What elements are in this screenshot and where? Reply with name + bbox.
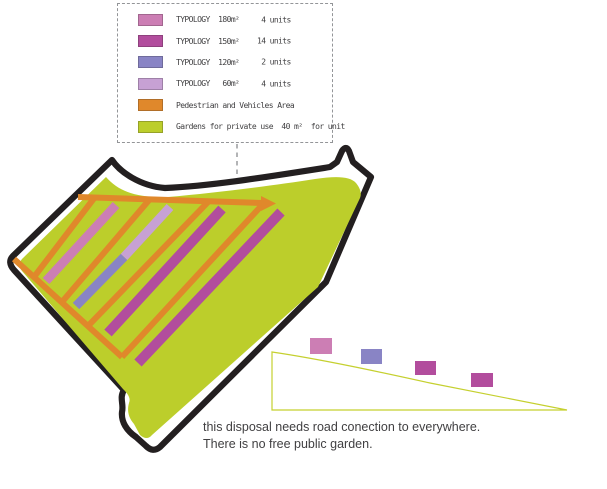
road-network bbox=[11, 194, 276, 360]
building-bars bbox=[42, 201, 285, 367]
legend-label: TYPOLOGY 180m² bbox=[176, 15, 240, 25]
annotation-line-1: this disposal needs road conection to ev… bbox=[203, 420, 481, 434]
section-building-1 bbox=[310, 338, 332, 354]
building-bar-typology-150-b bbox=[134, 208, 285, 367]
legend-label: Gardens for private use 40 m² for unit bbox=[176, 122, 345, 132]
building-bar-typology-60 bbox=[120, 203, 174, 261]
building-bar-typology-150-a bbox=[104, 205, 226, 337]
legend-swatch-typology-120 bbox=[138, 56, 163, 69]
road-branch-2 bbox=[59, 197, 153, 304]
legend-swatch-typology-60 bbox=[138, 77, 163, 90]
annotation-line-2: There is no free public garden. bbox=[203, 437, 373, 451]
legend-units: 4 units bbox=[257, 15, 291, 25]
building-bar-typology-180 bbox=[42, 201, 120, 285]
section-sketch bbox=[271, 338, 568, 411]
legend-row-typology-60: TYPOLOGY 60m² 4 units bbox=[118, 73, 332, 94]
legend-row-typology-120: TYPOLOGY 120m² 2 units bbox=[118, 52, 332, 73]
section-building-3 bbox=[415, 361, 436, 375]
road-branch-4 bbox=[119, 201, 266, 360]
building-bar-typology-120 bbox=[72, 253, 128, 310]
legend-swatch-typology-150 bbox=[138, 35, 163, 48]
legend-units: 2 units bbox=[257, 57, 291, 67]
legend-swatch-typology-180 bbox=[138, 13, 163, 26]
legend-row-pedestrian-area: Pedestrian and Vehicles Area bbox=[118, 95, 332, 116]
legend-row-typology-150: TYPOLOGY 150m² 14 units bbox=[118, 30, 332, 51]
road-branch-1 bbox=[31, 195, 98, 279]
legend-row-gardens: Gardens for private use 40 m² for unit bbox=[118, 116, 345, 137]
legend-box: TYPOLOGY 180m² 4 units TYPOLOGY 150m² 14… bbox=[117, 3, 345, 143]
legend-label: TYPOLOGY 60m² bbox=[176, 79, 240, 89]
road-branch-3 bbox=[85, 199, 211, 329]
road-arrowhead-icon bbox=[261, 196, 276, 211]
section-outline bbox=[271, 351, 568, 411]
legend-units: 14 units bbox=[257, 36, 291, 46]
legend-units: 4 units bbox=[257, 79, 291, 89]
section-building-2 bbox=[361, 349, 382, 364]
legend-swatch-pedestrian-area bbox=[138, 99, 163, 112]
legend-row-typology-180: TYPOLOGY 180m² 4 units bbox=[118, 9, 332, 30]
annotation-text: this disposal needs road conection to ev… bbox=[203, 419, 480, 453]
road-top bbox=[77, 194, 263, 206]
section-building-4 bbox=[471, 373, 493, 387]
legend-label: Pedestrian and Vehicles Area bbox=[176, 100, 295, 110]
legend-swatch-gardens bbox=[138, 120, 163, 133]
legend-label: TYPOLOGY 120m² bbox=[176, 57, 240, 67]
legend-label: TYPOLOGY 150m² bbox=[176, 36, 240, 46]
